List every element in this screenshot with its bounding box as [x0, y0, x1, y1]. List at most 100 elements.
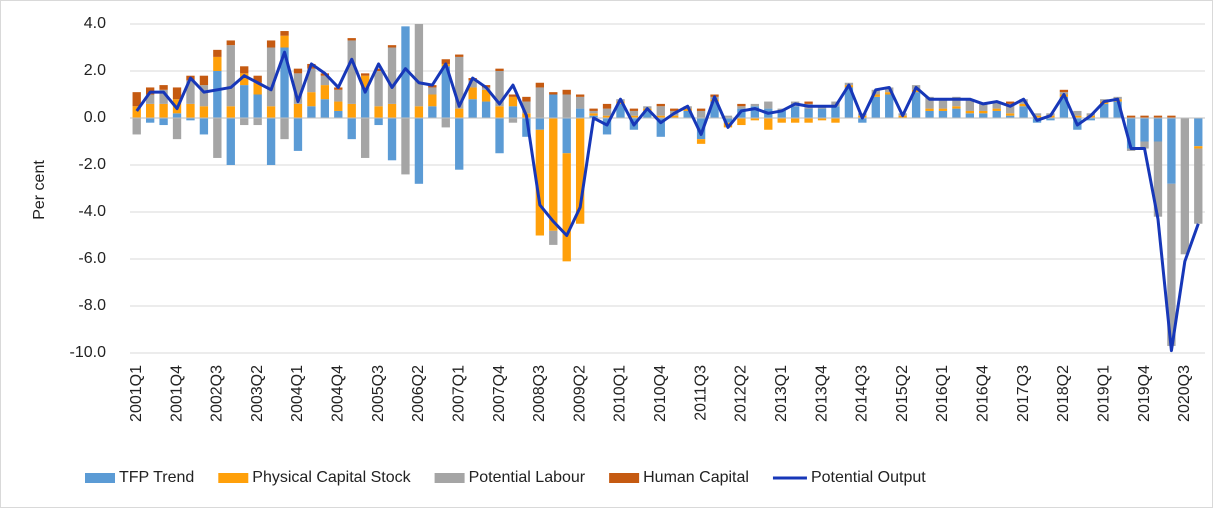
- bar: [549, 92, 558, 95]
- bar: [1113, 101, 1122, 118]
- bar: [280, 31, 289, 36]
- bar: [280, 35, 289, 48]
- bar: [1167, 183, 1176, 346]
- x-tick-label: 2012Q2: [733, 365, 750, 422]
- bar: [307, 92, 316, 107]
- bar: [938, 110, 948, 118]
- bar: [804, 101, 813, 104]
- bar: [750, 118, 760, 121]
- x-tick-label: 2015Q2: [894, 365, 911, 422]
- bar: [374, 68, 383, 71]
- legend-swatch: [218, 473, 249, 483]
- x-tick-label: 2019Q4: [1136, 365, 1153, 422]
- bar: [320, 85, 330, 100]
- bar: [1126, 118, 1136, 149]
- bar: [683, 108, 692, 111]
- bar: [240, 66, 249, 74]
- bar: [1153, 115, 1163, 118]
- bar: [334, 110, 343, 118]
- bar: [549, 118, 558, 231]
- bar: [965, 99, 975, 111]
- bar: [455, 54, 464, 57]
- bar: [817, 108, 827, 118]
- bar: [535, 82, 545, 88]
- bar: [132, 106, 141, 118]
- x-tick-label: 2006Q2: [410, 365, 427, 422]
- bar: [992, 101, 1001, 109]
- bar: [696, 139, 706, 144]
- bar: [428, 87, 437, 95]
- bar: [266, 118, 276, 165]
- bar: [334, 89, 343, 102]
- bar: [508, 106, 518, 118]
- line: [135, 50, 1200, 353]
- bar: [320, 75, 330, 86]
- bar: [844, 87, 854, 118]
- x-tick-label: 2014Q3: [854, 365, 871, 422]
- legend-label: Potential Output: [811, 469, 926, 486]
- bar: [199, 106, 209, 118]
- bar: [145, 94, 155, 104]
- bar: [172, 118, 182, 140]
- bar: [696, 110, 706, 118]
- y-tick-label: -8.0: [78, 297, 106, 314]
- bar: [293, 73, 303, 104]
- bar: [213, 71, 222, 118]
- bar: [1005, 103, 1015, 114]
- legend-swatch: [85, 473, 115, 483]
- bar: [925, 108, 934, 111]
- legend-swatch: [609, 473, 640, 483]
- bar: [965, 113, 975, 118]
- bar: [562, 118, 571, 154]
- bar: [1046, 118, 1055, 121]
- bar: [1005, 115, 1015, 118]
- bar: [670, 115, 679, 118]
- bar: [199, 75, 209, 86]
- bar: [320, 99, 330, 118]
- bar: [1140, 118, 1149, 142]
- bar: [522, 96, 531, 102]
- bar: [589, 113, 598, 116]
- bar: [347, 40, 356, 104]
- bar: [562, 153, 571, 262]
- bar: [213, 49, 222, 57]
- bar: [696, 108, 706, 111]
- bar: [374, 71, 383, 107]
- bar: [885, 92, 894, 95]
- x-tick-label: 2013Q1: [773, 365, 790, 422]
- bar: [266, 40, 276, 48]
- y-tick-label: -10.0: [70, 344, 107, 361]
- bar: [831, 106, 840, 118]
- bar: [280, 47, 289, 118]
- bar: [522, 118, 531, 137]
- x-tick-label: 2007Q1: [450, 365, 467, 422]
- bar: [253, 94, 262, 118]
- bar: [938, 99, 948, 109]
- x-tick-label: 2017Q3: [1015, 365, 1032, 422]
- bar: [293, 103, 303, 118]
- bar: [360, 75, 370, 88]
- bar: [428, 106, 437, 118]
- legend-label: Human Capital: [643, 469, 749, 486]
- bar: [441, 59, 450, 64]
- bar: [871, 94, 880, 97]
- bar: [885, 94, 894, 118]
- bar: [1167, 115, 1176, 118]
- bar: [387, 118, 397, 161]
- bar: [952, 106, 961, 109]
- bar: [750, 103, 760, 107]
- bar: [360, 73, 370, 76]
- bar: [159, 85, 168, 90]
- bar: [172, 113, 182, 118]
- bar: [764, 118, 773, 130]
- bar: [334, 101, 343, 111]
- bar: [737, 118, 746, 126]
- y-axis-label: Per cent: [31, 160, 48, 220]
- y-tick-label: 0.0: [84, 109, 106, 126]
- bar: [186, 118, 195, 121]
- bar: [172, 87, 182, 100]
- bar: [979, 113, 988, 118]
- bar: [481, 101, 491, 118]
- bar: [455, 118, 464, 170]
